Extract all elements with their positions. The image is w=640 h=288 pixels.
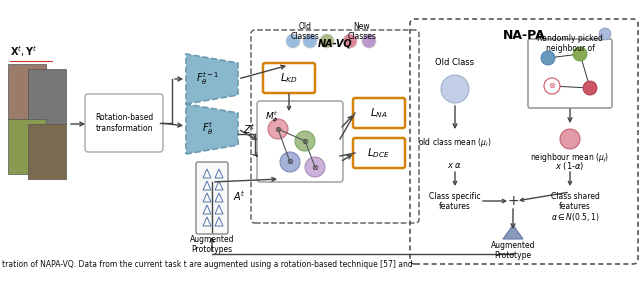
Circle shape (583, 81, 597, 95)
Bar (8, 119, 46, 174)
Polygon shape (186, 54, 238, 104)
Circle shape (541, 51, 555, 65)
Text: ⊗: ⊗ (275, 124, 282, 134)
Text: $F_{\theta}^{t}$: $F_{\theta}^{t}$ (202, 121, 214, 137)
Text: +: + (507, 194, 519, 208)
Text: $\mathit{L}_{NA}$: $\mathit{L}_{NA}$ (370, 106, 388, 120)
Text: Class shared
features: Class shared features (550, 192, 600, 211)
Circle shape (343, 34, 357, 48)
Text: Old Class: Old Class (435, 58, 475, 67)
FancyBboxPatch shape (257, 101, 343, 182)
Text: Old
Classes: Old Classes (291, 22, 319, 41)
FancyBboxPatch shape (528, 39, 612, 108)
Bar (28, 124, 66, 179)
Text: ⊗: ⊗ (312, 162, 319, 171)
Text: Randomly picked
neighbour of: Randomly picked neighbour of (537, 34, 603, 53)
Text: Class specific
features: Class specific features (429, 192, 481, 211)
Circle shape (295, 131, 315, 151)
FancyBboxPatch shape (353, 138, 405, 168)
Circle shape (544, 78, 560, 94)
Text: $\mathbf{X}^t,\mathbf{Y}^t$: $\mathbf{X}^t,\mathbf{Y}^t$ (10, 44, 38, 59)
Text: neighbour mean ($\mu_j$): neighbour mean ($\mu_j$) (531, 152, 609, 165)
Circle shape (573, 47, 587, 61)
Text: $\mathit{L}_{KD}$: $\mathit{L}_{KD}$ (280, 71, 298, 85)
Text: Rotation-based
transformation: Rotation-based transformation (95, 113, 153, 133)
Text: $Z^t$: $Z^t$ (243, 122, 255, 136)
Polygon shape (503, 225, 523, 239)
Text: $M_{\phi}^{t}$: $M_{\phi}^{t}$ (265, 109, 279, 124)
Text: x $\alpha$: x $\alpha$ (447, 162, 463, 170)
Text: x $(1\text{-}\alpha)$: x $(1\text{-}\alpha)$ (556, 160, 585, 172)
FancyBboxPatch shape (196, 162, 228, 234)
Text: NA-VQ: NA-VQ (317, 39, 352, 49)
Circle shape (305, 157, 325, 177)
FancyBboxPatch shape (353, 98, 405, 128)
Circle shape (441, 75, 469, 103)
Bar (8, 64, 46, 119)
Text: $A^t$: $A^t$ (233, 189, 246, 203)
Text: Augmented
Prototype: Augmented Prototype (491, 241, 535, 260)
Circle shape (320, 34, 334, 48)
Text: NA-PA: NA-PA (502, 29, 545, 42)
Circle shape (560, 129, 580, 149)
Text: $\alpha \in N(0.5,1)$: $\alpha \in N(0.5,1)$ (551, 211, 599, 223)
Circle shape (303, 34, 317, 48)
Text: Augmented
Prototypes: Augmented Prototypes (189, 235, 234, 254)
Circle shape (599, 28, 611, 40)
Polygon shape (186, 104, 238, 154)
Text: ⊗: ⊗ (301, 137, 308, 145)
Circle shape (362, 34, 376, 48)
Circle shape (268, 119, 288, 139)
FancyBboxPatch shape (263, 63, 315, 93)
FancyBboxPatch shape (85, 94, 163, 152)
Text: tration of NAPA-VQ. Data from the current task t are augmented using a rotation-: tration of NAPA-VQ. Data from the curren… (2, 260, 413, 269)
Circle shape (280, 152, 300, 172)
Text: ⊗: ⊗ (287, 158, 294, 166)
Circle shape (286, 34, 300, 48)
Text: $\mathit{L}_{DCE}$: $\mathit{L}_{DCE}$ (367, 146, 390, 160)
Text: ⊗: ⊗ (548, 82, 556, 90)
Text: $F_{\theta}^{t-1}$: $F_{\theta}^{t-1}$ (196, 71, 220, 87)
Text: New
Classes: New Classes (348, 22, 376, 41)
Text: old class mean ($\mu_i$): old class mean ($\mu_i$) (419, 136, 492, 149)
Bar (28, 69, 66, 124)
